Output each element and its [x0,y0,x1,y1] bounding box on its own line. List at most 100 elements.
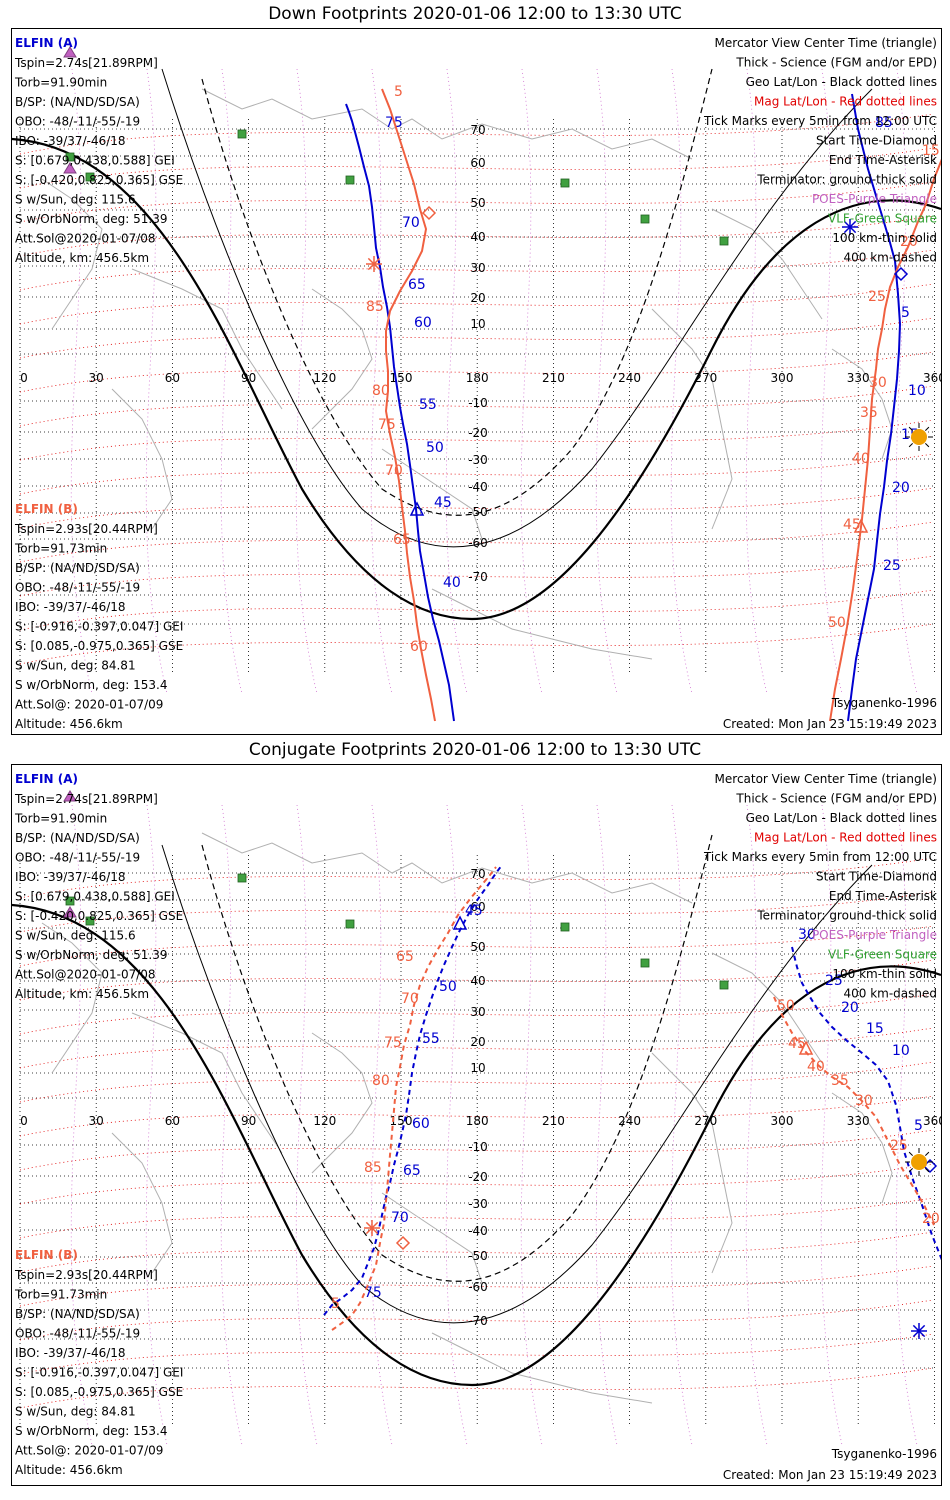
vlf-station-square [640,214,650,224]
mag-lon-line [145,68,168,695]
elfin-a-track-tick-label: 25 [883,558,901,574]
coastline [111,388,173,530]
mag-lat-line [19,1265,934,1307]
elfin-b-info-line: Torb=91.73min [14,1288,107,1302]
elfin-a-track-tick-label: 10 [892,1043,910,1059]
elfin-a-info-line: Tspin=2.74s[21.89RPM] [14,56,158,70]
map-down: 0306090120150180210240270300330360706050… [11,36,950,731]
coastline [651,1052,733,1274]
elfin-b-track-tick-label: 25 [890,1138,908,1154]
lon-tick-label: 30 [89,371,104,385]
mag-lat-line [19,993,934,1035]
coastline [381,1192,483,1284]
elfin-b-info-line: OBO: -48/-11/-55/-19 [15,581,140,595]
elfin-b-info-line: S: [-0.916,-0.397,0.047] GEI [15,1366,183,1380]
mag-lat-line [19,351,934,393]
legend-line: Tick Marks every 5min from 12:00 UTC [703,114,937,128]
elfin-a-info-line: S: [-0.420,0.825,0.365] GSE [15,909,183,923]
elfin-b-info-line: S w/OrbNorm, deg: 153.4 [15,1424,167,1438]
elfin-a-info-line: OBO: -48/-11/-55/-19 [15,115,140,129]
elfin-a-info-line: S: [-0.420,0.825,0.365] GSE [15,173,183,187]
end-asterisk [367,257,381,271]
mag-lat-line [19,283,934,325]
vlf-station-square [345,175,355,185]
mag-lat-line [19,317,934,359]
sun-icon [911,1154,927,1170]
center-time-triangle [452,915,468,930]
elfin-a-track-tick-label: 45 [434,495,452,511]
elfin-a-track-tick-label: 50 [439,979,457,995]
vlf-station-square [345,919,355,929]
lat-tick-label: -60 [468,536,488,550]
lon-tick-label: 210 [542,1114,565,1128]
created-label: Created: Mon Jan 23 15:19:49 2023 [723,717,937,731]
legend-line: Mercator View Center Time (triangle) [715,772,937,786]
legend-line: POES-Purple Triangle [812,928,937,942]
lat-tick-label: -10 [468,1140,488,1154]
elfin-a-track-tick-label: 20 [841,1000,859,1016]
mag-lon-line [370,804,393,1446]
lat-tick-label: 30 [470,261,485,275]
elfin-b-track-tick-label: 30 [869,375,887,391]
lat-tick-label: 20 [470,1035,485,1049]
elfin-b-track-tick-label: 65 [396,949,414,965]
elfin-b-track-tick-label: 65 [393,532,411,548]
elfin-a-track-tick-label: 60 [414,315,432,331]
vlf-station-square [85,916,95,926]
elfin-b-track-tick-label: 75 [384,1035,402,1051]
elfin-a-info-line: IBO: -39/37/-46/18 [15,134,126,148]
mag-lon-line [895,804,918,1446]
elfin-a-track-tick-label: 20 [892,480,910,496]
lat-tick-label: 50 [470,196,485,210]
elfin-b-info-line: OBO: -48/-11/-55/-19 [15,1327,140,1341]
elfin-a-track-tick-label: 5 [914,1118,923,1134]
sun-icon [925,1168,930,1173]
center-time-triangle [853,518,869,533]
mag-lat-line [19,623,934,665]
elfin-b-info-line: Tspin=2.93s[20.44RPM] [14,522,158,536]
vlf-station-square [65,896,75,906]
mag-lon-line [745,68,768,695]
mag-lon-line [820,804,843,1446]
elfin-b-info-line: Tspin=2.93s[20.44RPM] [14,1268,158,1282]
elfin-a-track-tick-label: 10 [908,383,926,399]
elfin-a-info-line: S w/OrbNorm, deg: 51.39 [15,212,167,226]
mag-lon-line [145,804,168,1446]
mag-lon-line [595,68,618,695]
lat-tick-label: 30 [470,1005,485,1019]
elfin-b-track-tick-label: 5 [394,84,403,100]
sun-icon [925,1151,930,1156]
lon-tick-label: 240 [618,371,641,385]
coastline [431,1332,653,1404]
legend-line: Geo Lat/Lon - Black dotted lines [746,75,937,89]
elfin-b-info-line: Altitude: 456.6km [15,1463,123,1477]
lat-tick-label: -20 [468,1170,488,1184]
mag-lat-line [19,113,934,155]
elfin-b-info-line: IBO: -39/37/-46/18 [15,1346,126,1360]
mag-lat-line [19,249,934,291]
lat-tick-label: -50 [468,505,488,519]
km100-line [161,844,873,1324]
lon-tick-label: 180 [466,1114,489,1128]
legend-line: Tick Marks every 5min from 12:00 UTC [703,850,937,864]
mag-lat-line [19,1095,934,1137]
mag-lat-line [19,487,934,529]
elfin-a-info-line: OBO: -48/-11/-55/-19 [15,851,140,865]
legend-line: Thick - Science (FGM and/or EPD) [735,56,937,70]
mag-lon-line [445,68,468,695]
elfin-b-track-tick-label: 20 [900,234,918,250]
lat-tick-label: 40 [470,974,485,988]
mag-lat-line [19,1027,934,1069]
elfin-a-track-tick-label: 85 [875,115,893,131]
legend-line: Start Time-Diamond [816,870,937,884]
lon-tick-label: 150 [390,1114,413,1128]
coastline [201,832,693,904]
terminator-line [11,903,942,1387]
sun-icon [908,443,913,448]
elfin-b-track-tick-label: 20 [922,1211,940,1227]
elfin-a-track-tick-label: 55 [422,1031,440,1047]
elfin-b-track [829,146,950,722]
elfin-b-track-tick-label: 70 [401,991,419,1007]
coastline [831,348,893,460]
elfin-a-info-line: B/SP: (NA/ND/SD/SA) [15,95,140,109]
